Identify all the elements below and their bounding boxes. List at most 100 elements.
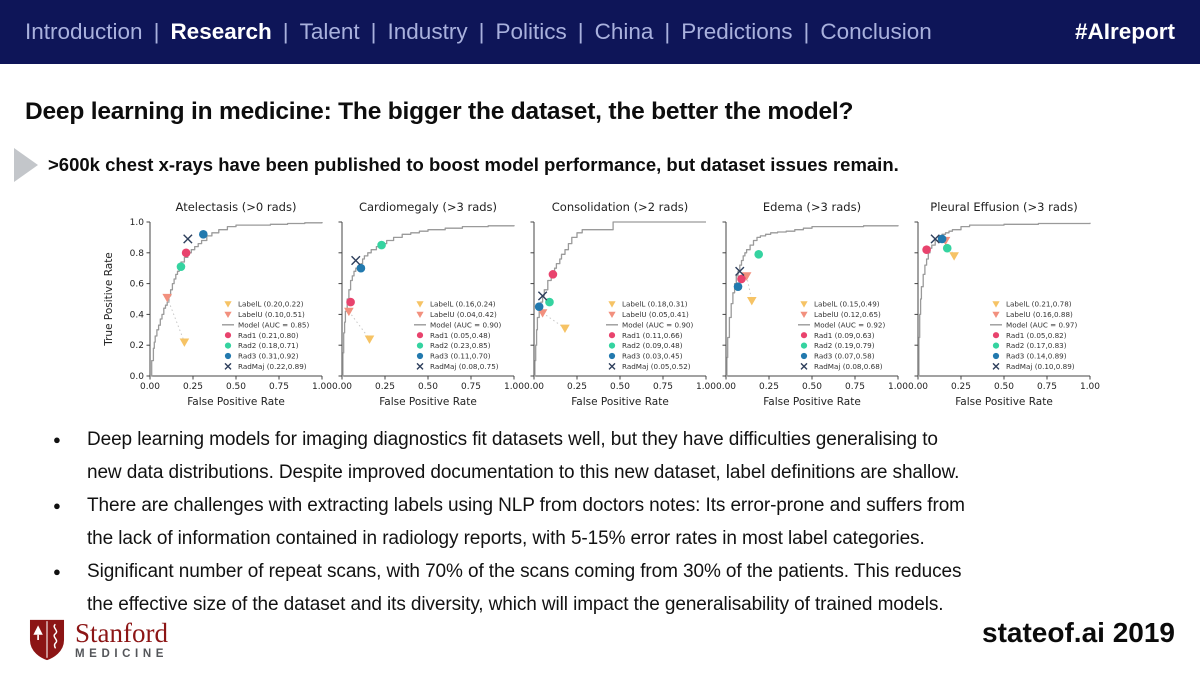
stanford-name: Stanford [75, 618, 168, 648]
x-axis-label: False Positive Rate [187, 396, 285, 408]
medicine-label: MEDICINE [75, 648, 169, 660]
nav-item-predictions[interactable]: Predictions [681, 19, 793, 44]
legend-entry: Rad2 (0.23,0.85) [430, 341, 491, 350]
bullet-item: ● Significant number of repeat scans, wit… [32, 555, 965, 621]
subtitle-row: >600k chest x-rays have been published t… [14, 148, 899, 182]
legend-entry: LabelL (0.18,0.31) [622, 300, 688, 309]
subtitle-text: >600k chest x-rays have been published t… [48, 154, 899, 175]
legend-entry: Rad2 (0.18,0.71) [238, 341, 299, 350]
chart-title: Edema (>3 rads) [763, 200, 861, 214]
label-connector [348, 311, 370, 340]
legend-entry: Model (AUC = 0.97) [1006, 320, 1077, 329]
legend-entry: RadMaj (0.22,0.89) [238, 362, 307, 371]
svg-text:1.00: 1.00 [504, 382, 524, 392]
nav-separator: | [478, 19, 485, 44]
nav-item-research[interactable]: Research [170, 19, 272, 44]
nav-separator: | [664, 19, 671, 44]
x-axis-label: False Positive Rate [955, 396, 1053, 408]
svg-text:0.25: 0.25 [375, 382, 395, 392]
label-connector [166, 297, 185, 343]
bullet-line: the effective size of the dataset and it… [87, 594, 944, 615]
roc-curve [918, 222, 1091, 377]
roc-curve [150, 222, 323, 377]
svg-text:0.0: 0.0 [130, 372, 145, 382]
svg-text:1.00: 1.00 [312, 382, 332, 392]
nav-item-china[interactable]: China [594, 19, 654, 44]
legend-entry: Model (AUC = 0.85) [238, 320, 309, 329]
chevron-right-icon [14, 148, 38, 182]
legend-entry: Rad1 (0.21,0.80) [238, 331, 299, 340]
svg-text:0.00: 0.00 [908, 382, 928, 392]
roc-chart-cardiomegaly: Cardiomegaly (>3 rads) 0.00 0.25 0.50 0.75 1.… [332, 200, 524, 408]
hashtag-aireport: #AIreport [1074, 19, 1175, 44]
chart-title: Cardiomegaly (>3 rads) [359, 200, 497, 214]
legend-entry: LabelU (0.05,0.41) [622, 310, 689, 319]
bullet-text: Significant number of repeat scans, with… [87, 555, 961, 621]
stateofai-branding: stateof.ai 2019 [982, 617, 1175, 648]
nav-separator: | [370, 19, 377, 44]
bullet-line: There are challenges with extracting lab… [87, 495, 965, 516]
x-axis-label: False Positive Rate [763, 396, 861, 408]
x-axis-label: False Positive Rate [571, 396, 669, 408]
legend-entry: Rad2 (0.09,0.48) [622, 341, 683, 350]
svg-text:0.75: 0.75 [845, 382, 865, 392]
x-axis-label: False Positive Rate [379, 396, 477, 408]
svg-text:0.75: 0.75 [1037, 382, 1057, 392]
nav-items: Introduction | Research | Talent | Industry | Po… [25, 19, 1075, 45]
nav-item-introduction[interactable]: Introduction [25, 19, 143, 44]
bullet-list: ● Deep learning models for imaging diagno… [32, 423, 965, 621]
legend-entry: Rad1 (0.09,0.63) [814, 331, 875, 340]
svg-text:0.00: 0.00 [524, 382, 544, 392]
nav-item-politics[interactable]: Politics [495, 19, 567, 44]
legend-entry: Rad3 (0.14,0.89) [1006, 352, 1067, 361]
legend-entry: Model (AUC = 0.90) [622, 320, 693, 329]
legend-entry: Rad1 (0.05,0.82) [1006, 331, 1067, 340]
bullet-dot-icon: ● [53, 498, 61, 513]
bullet-text: Deep learning models for imaging diagnos… [87, 423, 959, 489]
legend-entry: Rad2 (0.17,0.83) [1006, 341, 1067, 350]
bullet-line: new data distributions. Despite improved… [87, 462, 960, 483]
nav-separator: | [577, 19, 584, 44]
nav-item-conclusion[interactable]: Conclusion [820, 19, 932, 44]
bullet-item: ● There are challenges with extracting la… [32, 489, 965, 555]
stanford-shield-icon [28, 618, 66, 662]
label-connector [746, 275, 753, 301]
svg-text:0.25: 0.25 [183, 382, 203, 392]
roc-chart-pleural: Pleural Effusion (>3 rads) 0.00 0.25 0.50 0.… [908, 200, 1100, 408]
roc-chart-atelectasis: Atelectasis (>0 rads) 0.00 0.25 0.50 0.75 1.0… [103, 200, 332, 408]
chart-title: Pleural Effusion (>3 rads) [930, 200, 1077, 214]
roc-charts-row: Atelectasis (>0 rads) 0.00 0.25 0.50 0.75 1.0… [100, 198, 1100, 413]
bullet-text: There are challenges with extracting lab… [87, 489, 965, 555]
svg-text:0.00: 0.00 [716, 382, 736, 392]
svg-text:0.4: 0.4 [130, 310, 145, 320]
bullet-line: Deep learning models for imaging diagnos… [87, 429, 938, 450]
svg-text:0.25: 0.25 [567, 382, 587, 392]
bullet-line: Significant number of repeat scans, with… [87, 561, 962, 582]
roc-chart-edema: Edema (>3 rads) 0.00 0.25 0.50 0.75 1.00 False… [716, 200, 908, 408]
nav-item-industry[interactable]: Industry [387, 19, 468, 44]
svg-text:0.75: 0.75 [653, 382, 673, 392]
legend-entry: Rad3 (0.03,0.45) [622, 352, 683, 361]
legend-entry: RadMaj (0.05,0.52) [622, 362, 691, 371]
bullet-dot-icon: ● [53, 432, 61, 447]
nav-separator: | [282, 19, 289, 44]
svg-text:0.50: 0.50 [994, 382, 1014, 392]
svg-text:0.50: 0.50 [802, 382, 822, 392]
legend-entry: Rad3 (0.31,0.92) [238, 352, 299, 361]
legend-entry: LabelL (0.20,0.22) [238, 300, 304, 309]
legend-entry: LabelU (0.12,0.65) [814, 310, 881, 319]
legend-entry: LabelU (0.16,0.88) [1006, 310, 1073, 319]
legend-entry: RadMaj (0.08,0.68) [814, 362, 883, 371]
roc-chart-consolidation: Consolidation (>2 rads) 0.00 0.25 0.50 0.75 1… [524, 200, 716, 408]
nav-item-talent[interactable]: Talent [299, 19, 360, 44]
svg-text:1.00: 1.00 [1080, 382, 1100, 392]
bullet-line: the lack of information contained in rad… [87, 528, 925, 549]
legend-entry: Model (AUC = 0.90) [430, 320, 501, 329]
legend-entry: Rad1 (0.05,0.48) [430, 331, 491, 340]
chart-title: Atelectasis (>0 rads) [176, 200, 297, 214]
legend-entry: RadMaj (0.10,0.89) [1006, 362, 1075, 371]
page-title: Deep learning in medicine: The bigger th… [25, 98, 854, 125]
chart-title: Consolidation (>2 rads) [552, 200, 688, 214]
nav-separator: | [803, 19, 810, 44]
svg-text:0.6: 0.6 [130, 280, 145, 290]
